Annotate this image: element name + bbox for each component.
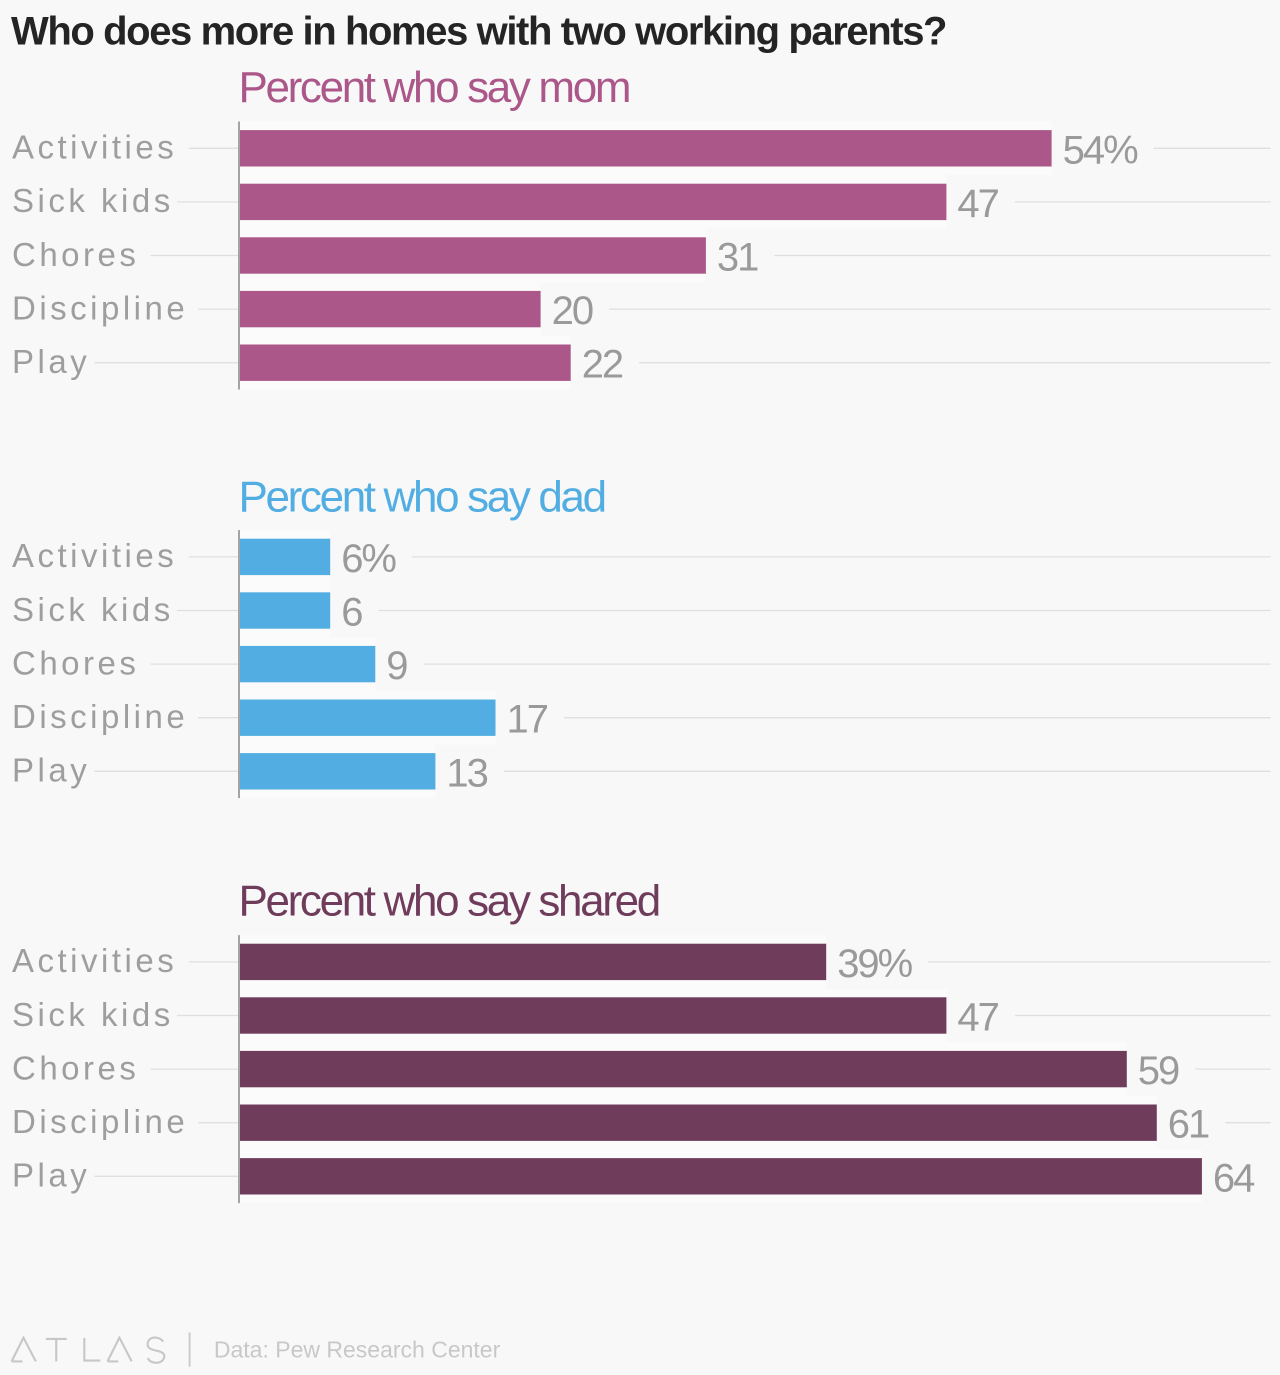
svg-text:9: 9 (386, 644, 407, 688)
svg-text:Discipline: Discipline (12, 289, 188, 326)
svg-text:Sick kids: Sick kids (12, 591, 174, 628)
svg-text:20: 20 (552, 289, 593, 333)
svg-text:31: 31 (717, 236, 758, 280)
svg-text:Sick kids: Sick kids (12, 996, 174, 1033)
svg-text:Play: Play (12, 343, 90, 380)
svg-text:47: 47 (957, 996, 998, 1040)
svg-text:Data: Pew Research Center: Data: Pew Research Center (214, 1337, 501, 1363)
svg-text:Sick kids: Sick kids (12, 182, 174, 219)
svg-text:54%: 54% (1063, 128, 1138, 172)
svg-text:22: 22 (582, 343, 623, 387)
svg-text:61: 61 (1168, 1103, 1209, 1147)
svg-text:47: 47 (957, 182, 998, 226)
svg-text:Activities: Activities (12, 129, 177, 166)
svg-text:13: 13 (446, 751, 487, 795)
svg-text:64: 64 (1213, 1156, 1255, 1200)
svg-text:Who does more in homes with tw: Who does more in homes with two working … (11, 9, 946, 53)
svg-text:59: 59 (1138, 1049, 1179, 1093)
svg-text:6: 6 (341, 591, 362, 635)
svg-text:Play: Play (12, 752, 90, 789)
svg-text:Discipline: Discipline (12, 698, 188, 735)
svg-text:6%: 6% (341, 537, 396, 581)
svg-text:39%: 39% (837, 942, 912, 986)
svg-text:Chores: Chores (12, 236, 139, 273)
svg-text:Percent who say shared: Percent who say shared (239, 877, 659, 926)
svg-text:Play: Play (12, 1157, 90, 1194)
svg-text:Discipline: Discipline (12, 1103, 188, 1140)
svg-text:Activities: Activities (12, 537, 177, 574)
svg-text:17: 17 (507, 698, 548, 742)
svg-text:Percent who say dad: Percent who say dad (239, 473, 605, 522)
svg-text:Percent who say mom: Percent who say mom (239, 63, 630, 112)
svg-text:Activities: Activities (12, 942, 177, 979)
svg-text:Chores: Chores (12, 644, 139, 681)
svg-text:Chores: Chores (12, 1049, 139, 1086)
